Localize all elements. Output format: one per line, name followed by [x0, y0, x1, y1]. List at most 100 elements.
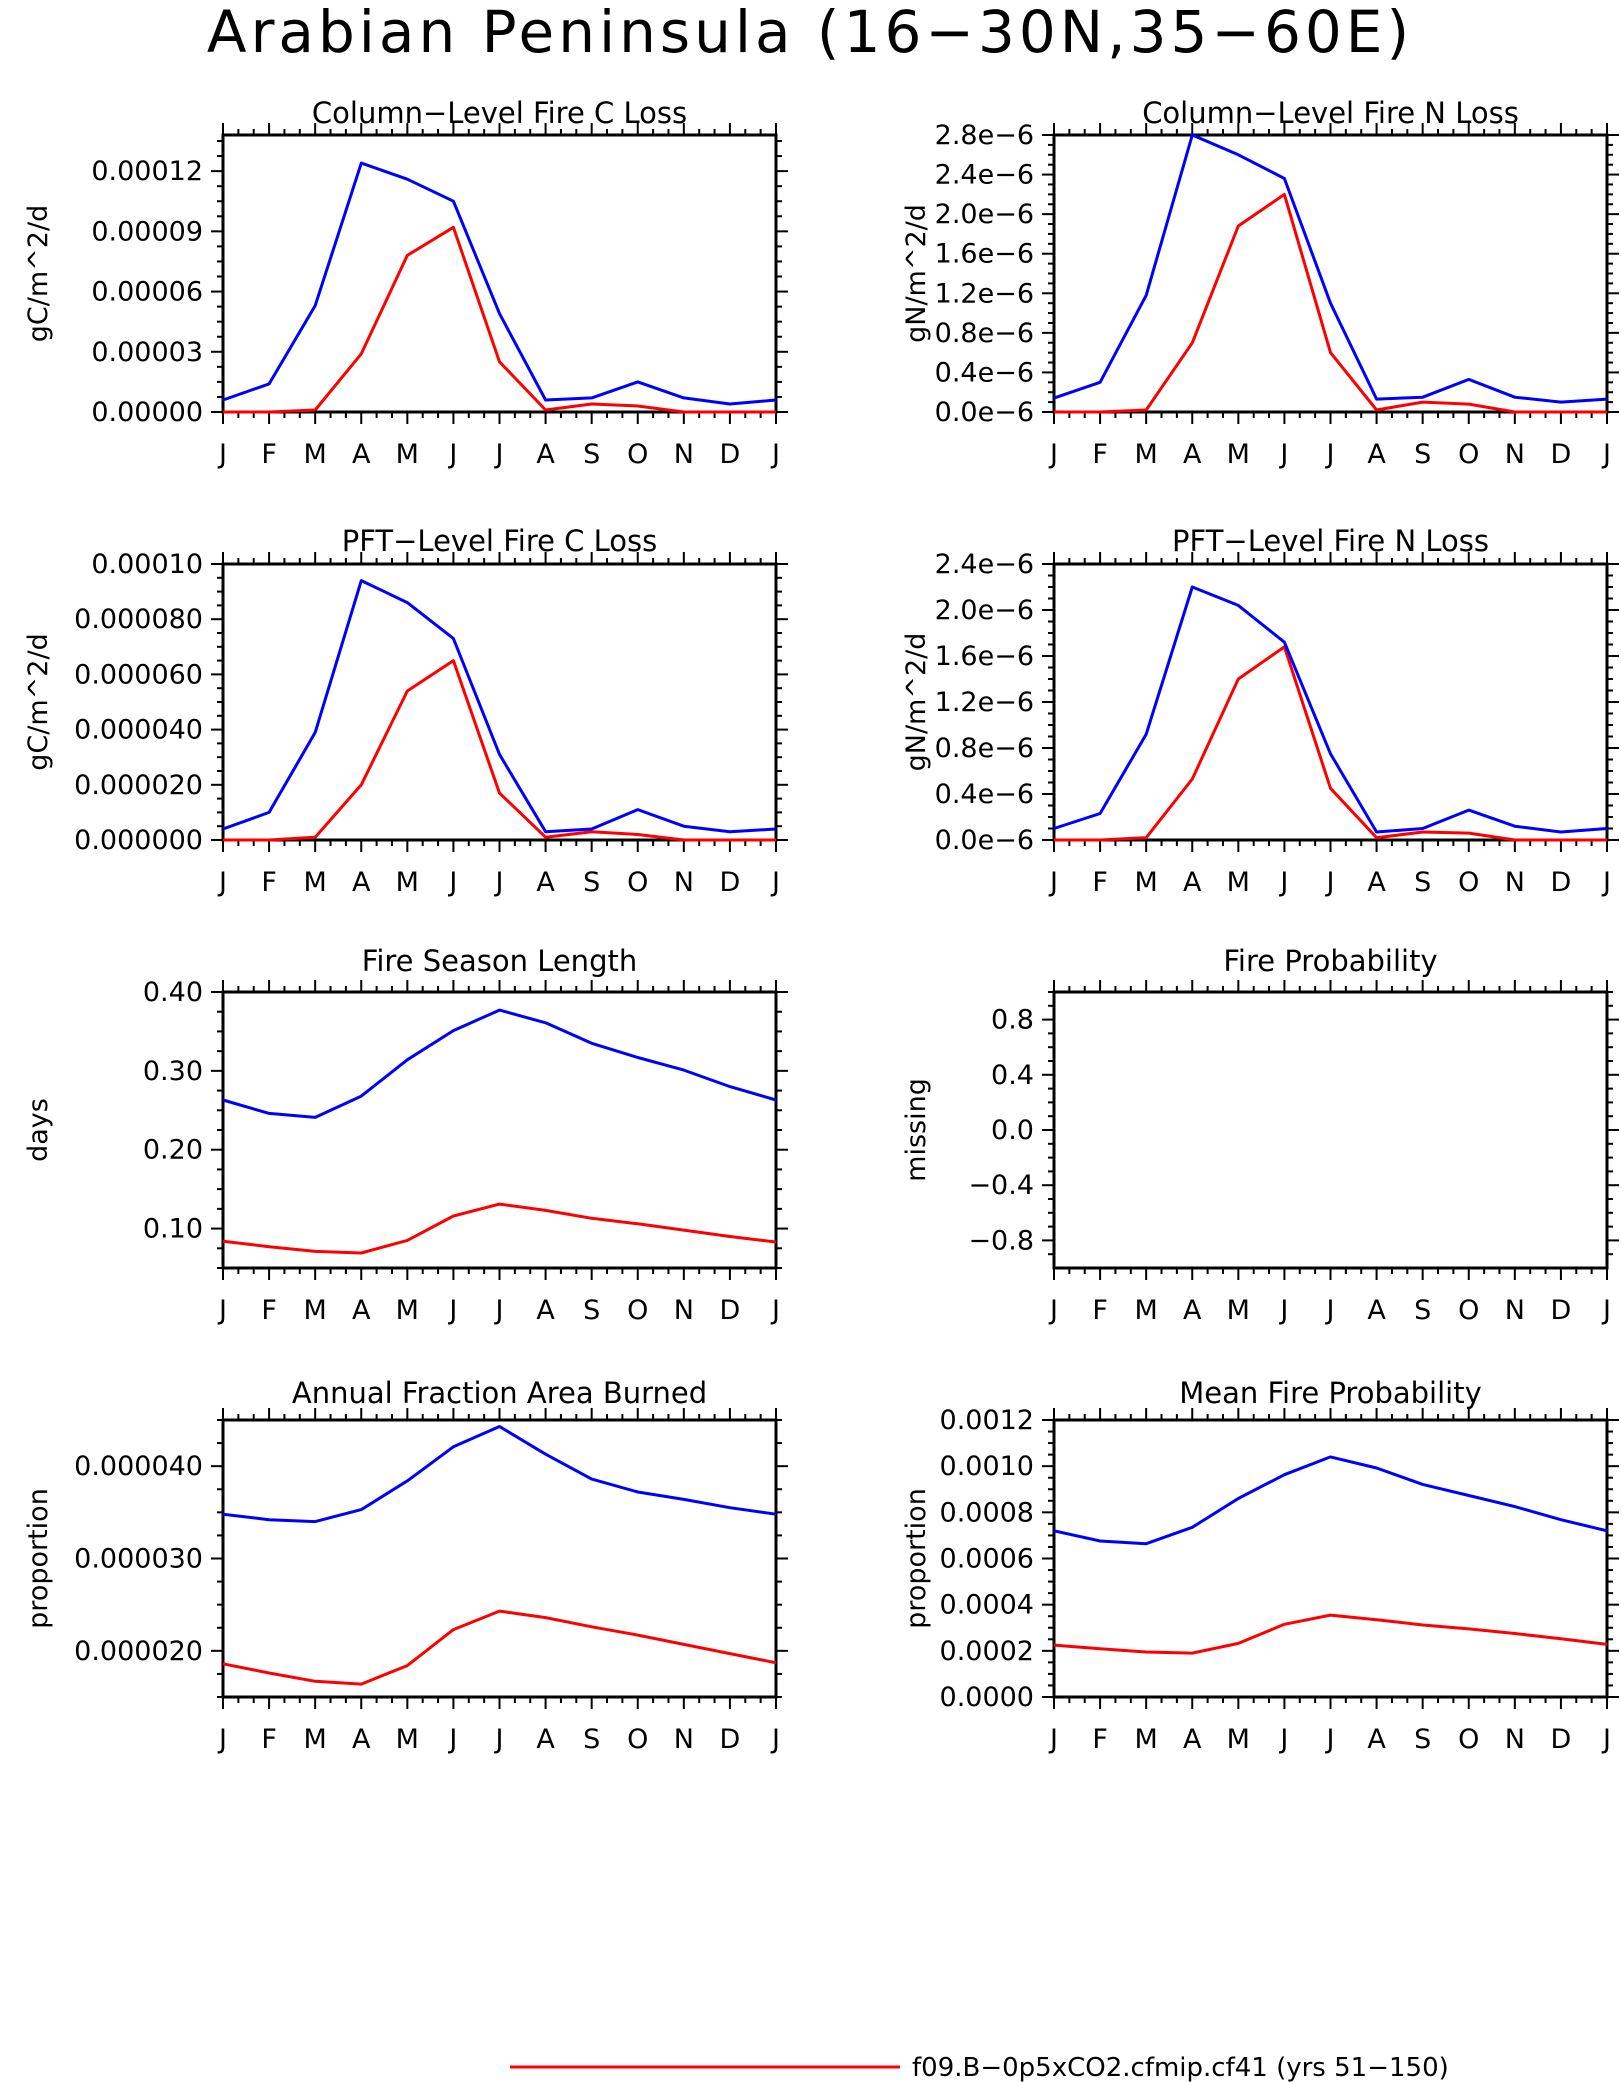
panel-title: Fire Season Length: [362, 944, 637, 978]
y-tick-label: 0.8e−6: [935, 733, 1034, 764]
x-tick-label: M: [1135, 867, 1158, 898]
plot-frame: [1052, 990, 1609, 1270]
x-tick-label: S: [583, 1724, 600, 1755]
legend-label-series1: f09.B−0p5xCO2.cfmip.cf41 (yrs 51−150): [912, 2053, 1449, 2082]
series-line-2: [222, 1008, 777, 1119]
y-tick-label: 0.4e−6: [935, 779, 1034, 810]
y-tick-label: 0.000030: [74, 1544, 203, 1575]
x-tick-label: O: [627, 439, 648, 470]
x-tick-label: J: [1601, 867, 1611, 898]
y-tick-label: −0.8: [968, 1225, 1034, 1256]
x-tick-label: J: [217, 1724, 227, 1755]
x-tick-label: J: [770, 1724, 780, 1755]
x-tick-label: J: [770, 439, 780, 470]
panel-title: Mean Fire Probability: [1179, 1376, 1482, 1410]
x-tick-label: N: [674, 439, 694, 470]
x-tick-label: J: [770, 867, 780, 898]
x-tick-label: M: [396, 1295, 419, 1326]
x-tick-label: F: [261, 1295, 277, 1326]
x-tick-label: M: [396, 867, 419, 898]
y-tick-label: 1.2e−6: [935, 278, 1034, 309]
y-tick-label: 2.0e−6: [935, 199, 1034, 230]
x-tick-label: A: [536, 439, 555, 470]
x-tick-label: J: [494, 1724, 504, 1755]
x-tick-label: A: [1367, 1295, 1386, 1326]
x-tick-label: N: [1505, 439, 1525, 470]
series-line-2: [1053, 585, 1608, 834]
y-tick-label: 0.10: [143, 1214, 203, 1245]
y-tick-label: 1.6e−6: [935, 641, 1034, 672]
plot-frame: [221, 562, 778, 842]
x-tick-label: J: [494, 439, 504, 470]
x-tick-label: J: [770, 1295, 780, 1326]
x-tick-label: J: [1278, 867, 1288, 898]
x-tick-label: M: [396, 439, 419, 470]
y-tick-label: 0.4e−6: [935, 357, 1034, 388]
series-line-2: [222, 161, 777, 406]
y-tick-label: 0.000020: [74, 1636, 203, 1667]
x-tick-label: J: [1601, 1295, 1611, 1326]
x-tick-label: F: [261, 439, 277, 470]
x-tick-label: J: [494, 1295, 504, 1326]
y-axis-label: proportion: [23, 1488, 54, 1629]
y-tick-label: 0.0004: [940, 1590, 1034, 1621]
x-tick-label: J: [1048, 1724, 1058, 1755]
plot-frame: [1052, 1418, 1609, 1699]
x-tick-label: M: [1135, 1724, 1158, 1755]
y-tick-label: 0.0e−6: [935, 825, 1034, 856]
y-tick-label: 0.00000: [91, 397, 203, 428]
x-tick-label: J: [447, 867, 457, 898]
x-tick-label: D: [1551, 1295, 1572, 1326]
x-tick-label: S: [1414, 439, 1431, 470]
y-tick-label: 0.000060: [74, 659, 203, 690]
y-axis-label: gC/m^2/d: [23, 633, 54, 770]
x-tick-label: M: [1227, 1724, 1250, 1755]
x-tick-label: N: [1505, 867, 1525, 898]
x-tick-label: J: [217, 439, 227, 470]
y-tick-label: 0.0012: [940, 1405, 1034, 1436]
y-tick-label: 0.20: [143, 1135, 203, 1166]
x-tick-label: M: [304, 439, 327, 470]
y-tick-label: 2.4e−6: [935, 549, 1034, 580]
y-tick-label: 0.0006: [940, 1544, 1034, 1575]
series-line-1: [1054, 645, 1607, 842]
x-tick-label: S: [1414, 867, 1431, 898]
x-tick-label: A: [1183, 867, 1202, 898]
series-line-1: [223, 659, 776, 842]
x-tick-label: F: [1092, 439, 1108, 470]
x-tick-label: A: [1367, 1724, 1386, 1755]
x-tick-label: F: [1092, 1295, 1108, 1326]
y-tick-label: 0.00006: [91, 277, 203, 308]
y-tick-label: 0.30: [143, 1056, 203, 1087]
legend: f09.B−0p5xCO2.cfmip.cf41 (yrs 51−150): [510, 2053, 1449, 2082]
x-tick-label: J: [1325, 1295, 1335, 1326]
y-axis-label: gN/m^2/d: [901, 204, 932, 343]
x-tick-label: M: [1135, 1295, 1158, 1326]
x-tick-label: N: [674, 1724, 694, 1755]
x-tick-label: D: [1551, 1724, 1572, 1755]
x-tick-label: J: [1601, 1724, 1611, 1755]
series-line-1: [223, 225, 776, 414]
x-tick-label: J: [1048, 1295, 1058, 1326]
y-tick-label: 0.000020: [74, 770, 203, 801]
x-tick-label: A: [352, 439, 371, 470]
series-line-2: [1053, 133, 1608, 404]
x-tick-label: O: [627, 1295, 648, 1326]
figure-title: Arabian Peninsula (16−30N,35−60E): [207, 0, 1413, 66]
plot-frame: [221, 1418, 778, 1699]
x-tick-label: M: [1227, 1295, 1250, 1326]
y-tick-label: 0.40: [143, 977, 203, 1008]
y-tick-label: 0.0008: [940, 1497, 1034, 1528]
y-tick-label: 0.00003: [91, 337, 203, 368]
x-tick-label: A: [1183, 1724, 1202, 1755]
x-tick-label: O: [627, 867, 648, 898]
series-line-1: [1053, 1613, 1608, 1655]
x-tick-label: A: [1183, 439, 1202, 470]
x-tick-label: F: [1092, 1724, 1108, 1755]
